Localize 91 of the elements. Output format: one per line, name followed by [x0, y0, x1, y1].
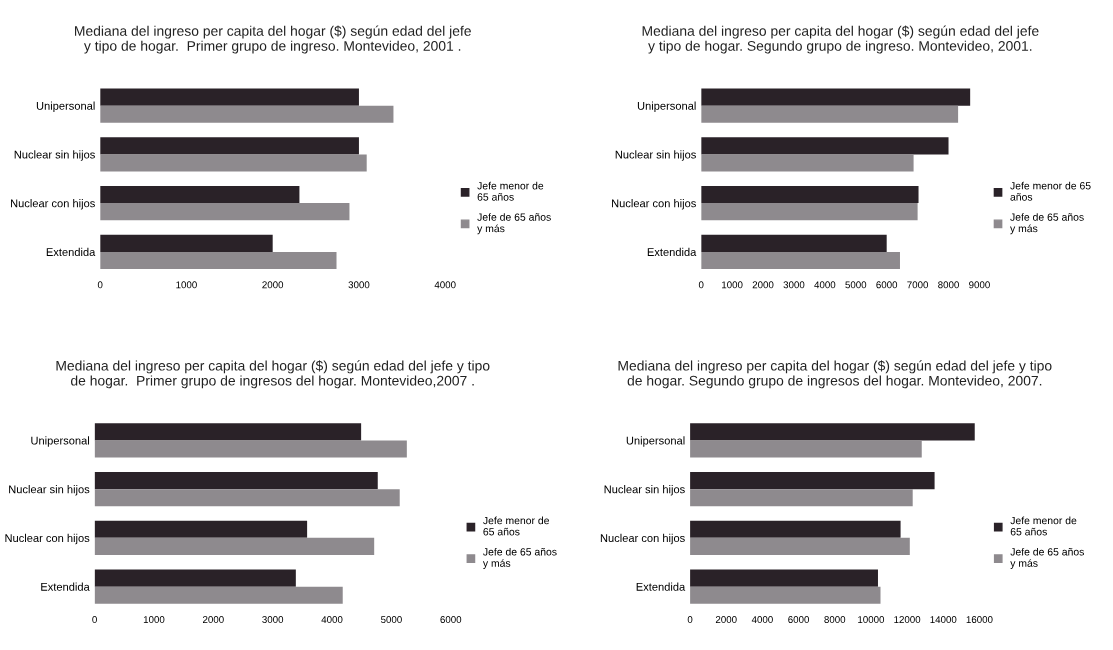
- bar: [690, 472, 935, 490]
- x-tick-label: 0: [698, 281, 704, 289]
- bar: [701, 105, 959, 123]
- bar: [690, 569, 878, 587]
- y-tick-label: Nuclear sin hijos: [615, 150, 696, 161]
- chart-title: Mediana del ingreso per capita del hogar ($) según edad del jefe y tipo de hogar. Primer grupo de ingreso. Montevideo, 2001 .: [75, 25, 471, 54]
- y-tick-label: Extendida: [41, 582, 90, 591]
- bar: [94, 440, 407, 458]
- y-tick-label: Unipersonal: [31, 436, 89, 447]
- x-tick-label: 3000: [783, 281, 805, 289]
- chart-title: Mediana del ingreso per capita del hogar ($) según edad del jefe y tipo de hogar. Segundo grupo de ingresos del hogar. Montevideo, 2007.: [618, 360, 1052, 389]
- x-tick-label: 14000: [930, 616, 957, 623]
- y-tick-label: Extendida: [636, 582, 686, 591]
- x-tick-label: 2000: [203, 616, 224, 623]
- x-tick-label: 8000: [824, 616, 846, 623]
- bar: [94, 472, 378, 490]
- bar: [701, 154, 914, 172]
- x-tick-label: 10000: [858, 616, 885, 623]
- bar: [100, 203, 350, 221]
- y-tick-label: Nuclear con hijos: [11, 199, 95, 210]
- x-tick-label: 1000: [176, 281, 197, 289]
- y-tick-label: Nuclear sin hijos: [9, 485, 90, 496]
- y-tick-label: Nuclear con hijos: [5, 533, 90, 545]
- y-tick-label: Unipersonal: [626, 436, 685, 447]
- x-tick-label: 3000: [348, 281, 370, 289]
- bar: [701, 251, 900, 269]
- y-tick-label: Unipersonal: [637, 101, 696, 112]
- bar: [100, 137, 359, 155]
- legend-label: Jefe menor de 65 años: [483, 516, 550, 536]
- bar: [94, 489, 400, 507]
- y-tick-label: Nuclear con hijos: [612, 199, 696, 210]
- x-tick-label: 0: [97, 281, 103, 289]
- x-tick-label: 2000: [752, 281, 774, 289]
- bar: [94, 537, 375, 555]
- bar: [100, 154, 367, 172]
- x-tick-label: 6000: [788, 616, 810, 623]
- x-tick-label: 5000: [845, 281, 867, 289]
- x-tick-label: 0: [92, 616, 97, 623]
- legend-label: Jefe de 65 años y más: [477, 213, 551, 235]
- x-tick-label: 4000: [321, 616, 343, 623]
- legend-label: Jefe de 65 años y más: [1010, 213, 1084, 235]
- bar: [94, 586, 343, 604]
- bar: [690, 489, 913, 507]
- chart-title: Mediana del ingreso per capita del hogar ($) según edad del jefe y tipo de hogar. Primer grupo de ingresos del hogar. Montevideo,2007 .: [56, 360, 490, 389]
- x-tick-label: 0: [687, 616, 693, 623]
- bar: [690, 440, 922, 458]
- y-tick-label: Nuclear sin hijos: [14, 150, 95, 161]
- x-tick-label: 6000: [876, 281, 898, 289]
- bar: [100, 88, 359, 106]
- bar: [690, 586, 881, 604]
- bar: [100, 186, 300, 204]
- bar: [701, 203, 918, 221]
- bar: [94, 569, 296, 587]
- x-tick-label: 2000: [262, 281, 284, 289]
- x-tick-label: 7000: [907, 281, 929, 289]
- chart-title: Mediana del ingreso per capita del hogar ($) según edad del jefe y tipo de hogar. Segundo grupo de ingreso. Montevideo, 2001.: [642, 25, 1039, 54]
- bar: [701, 88, 971, 106]
- bar: [690, 520, 901, 538]
- x-tick-label: 6000: [440, 616, 462, 623]
- bar: [100, 251, 337, 269]
- x-tick-label: 1000: [143, 616, 165, 623]
- x-tick-label: 1000: [722, 281, 743, 289]
- x-tick-label: 5000: [380, 616, 402, 623]
- x-tick-label: 4000: [434, 281, 456, 289]
- x-tick-label: 9000: [969, 281, 990, 289]
- y-tick-label: Extendida: [647, 247, 697, 257]
- bar: [701, 137, 949, 155]
- bar: [690, 537, 910, 555]
- legend-label: Jefe menor de 65 años: [1010, 516, 1077, 536]
- x-tick-label: 3000: [262, 616, 284, 623]
- bar: [94, 520, 308, 538]
- legend-label: Jefe menor de 65 años: [477, 181, 544, 201]
- x-tick-label: 12000: [894, 616, 921, 623]
- bar: [100, 234, 273, 252]
- bar: [690, 423, 975, 441]
- y-tick-label: Nuclear sin hijos: [604, 485, 685, 496]
- legend-label: Jefe de 65 años y más: [1010, 547, 1084, 569]
- x-tick-label: 16000: [966, 616, 993, 623]
- legend-label: Jefe de 65 años y más: [482, 547, 557, 569]
- bar: [94, 423, 362, 441]
- y-tick-label: Unipersonal: [36, 101, 95, 112]
- y-tick-label: Extendida: [46, 247, 96, 257]
- legend-label: Jefe menor de 65 años: [1010, 181, 1091, 201]
- x-tick-label: 2000: [715, 616, 737, 623]
- x-tick-label: 4000: [814, 281, 836, 289]
- x-tick-label: 4000: [751, 616, 773, 623]
- y-tick-label: Nuclear con hijos: [600, 533, 685, 545]
- bar: [701, 234, 887, 252]
- bar: [100, 105, 394, 123]
- bar: [701, 186, 919, 204]
- x-tick-label: 8000: [938, 281, 959, 289]
